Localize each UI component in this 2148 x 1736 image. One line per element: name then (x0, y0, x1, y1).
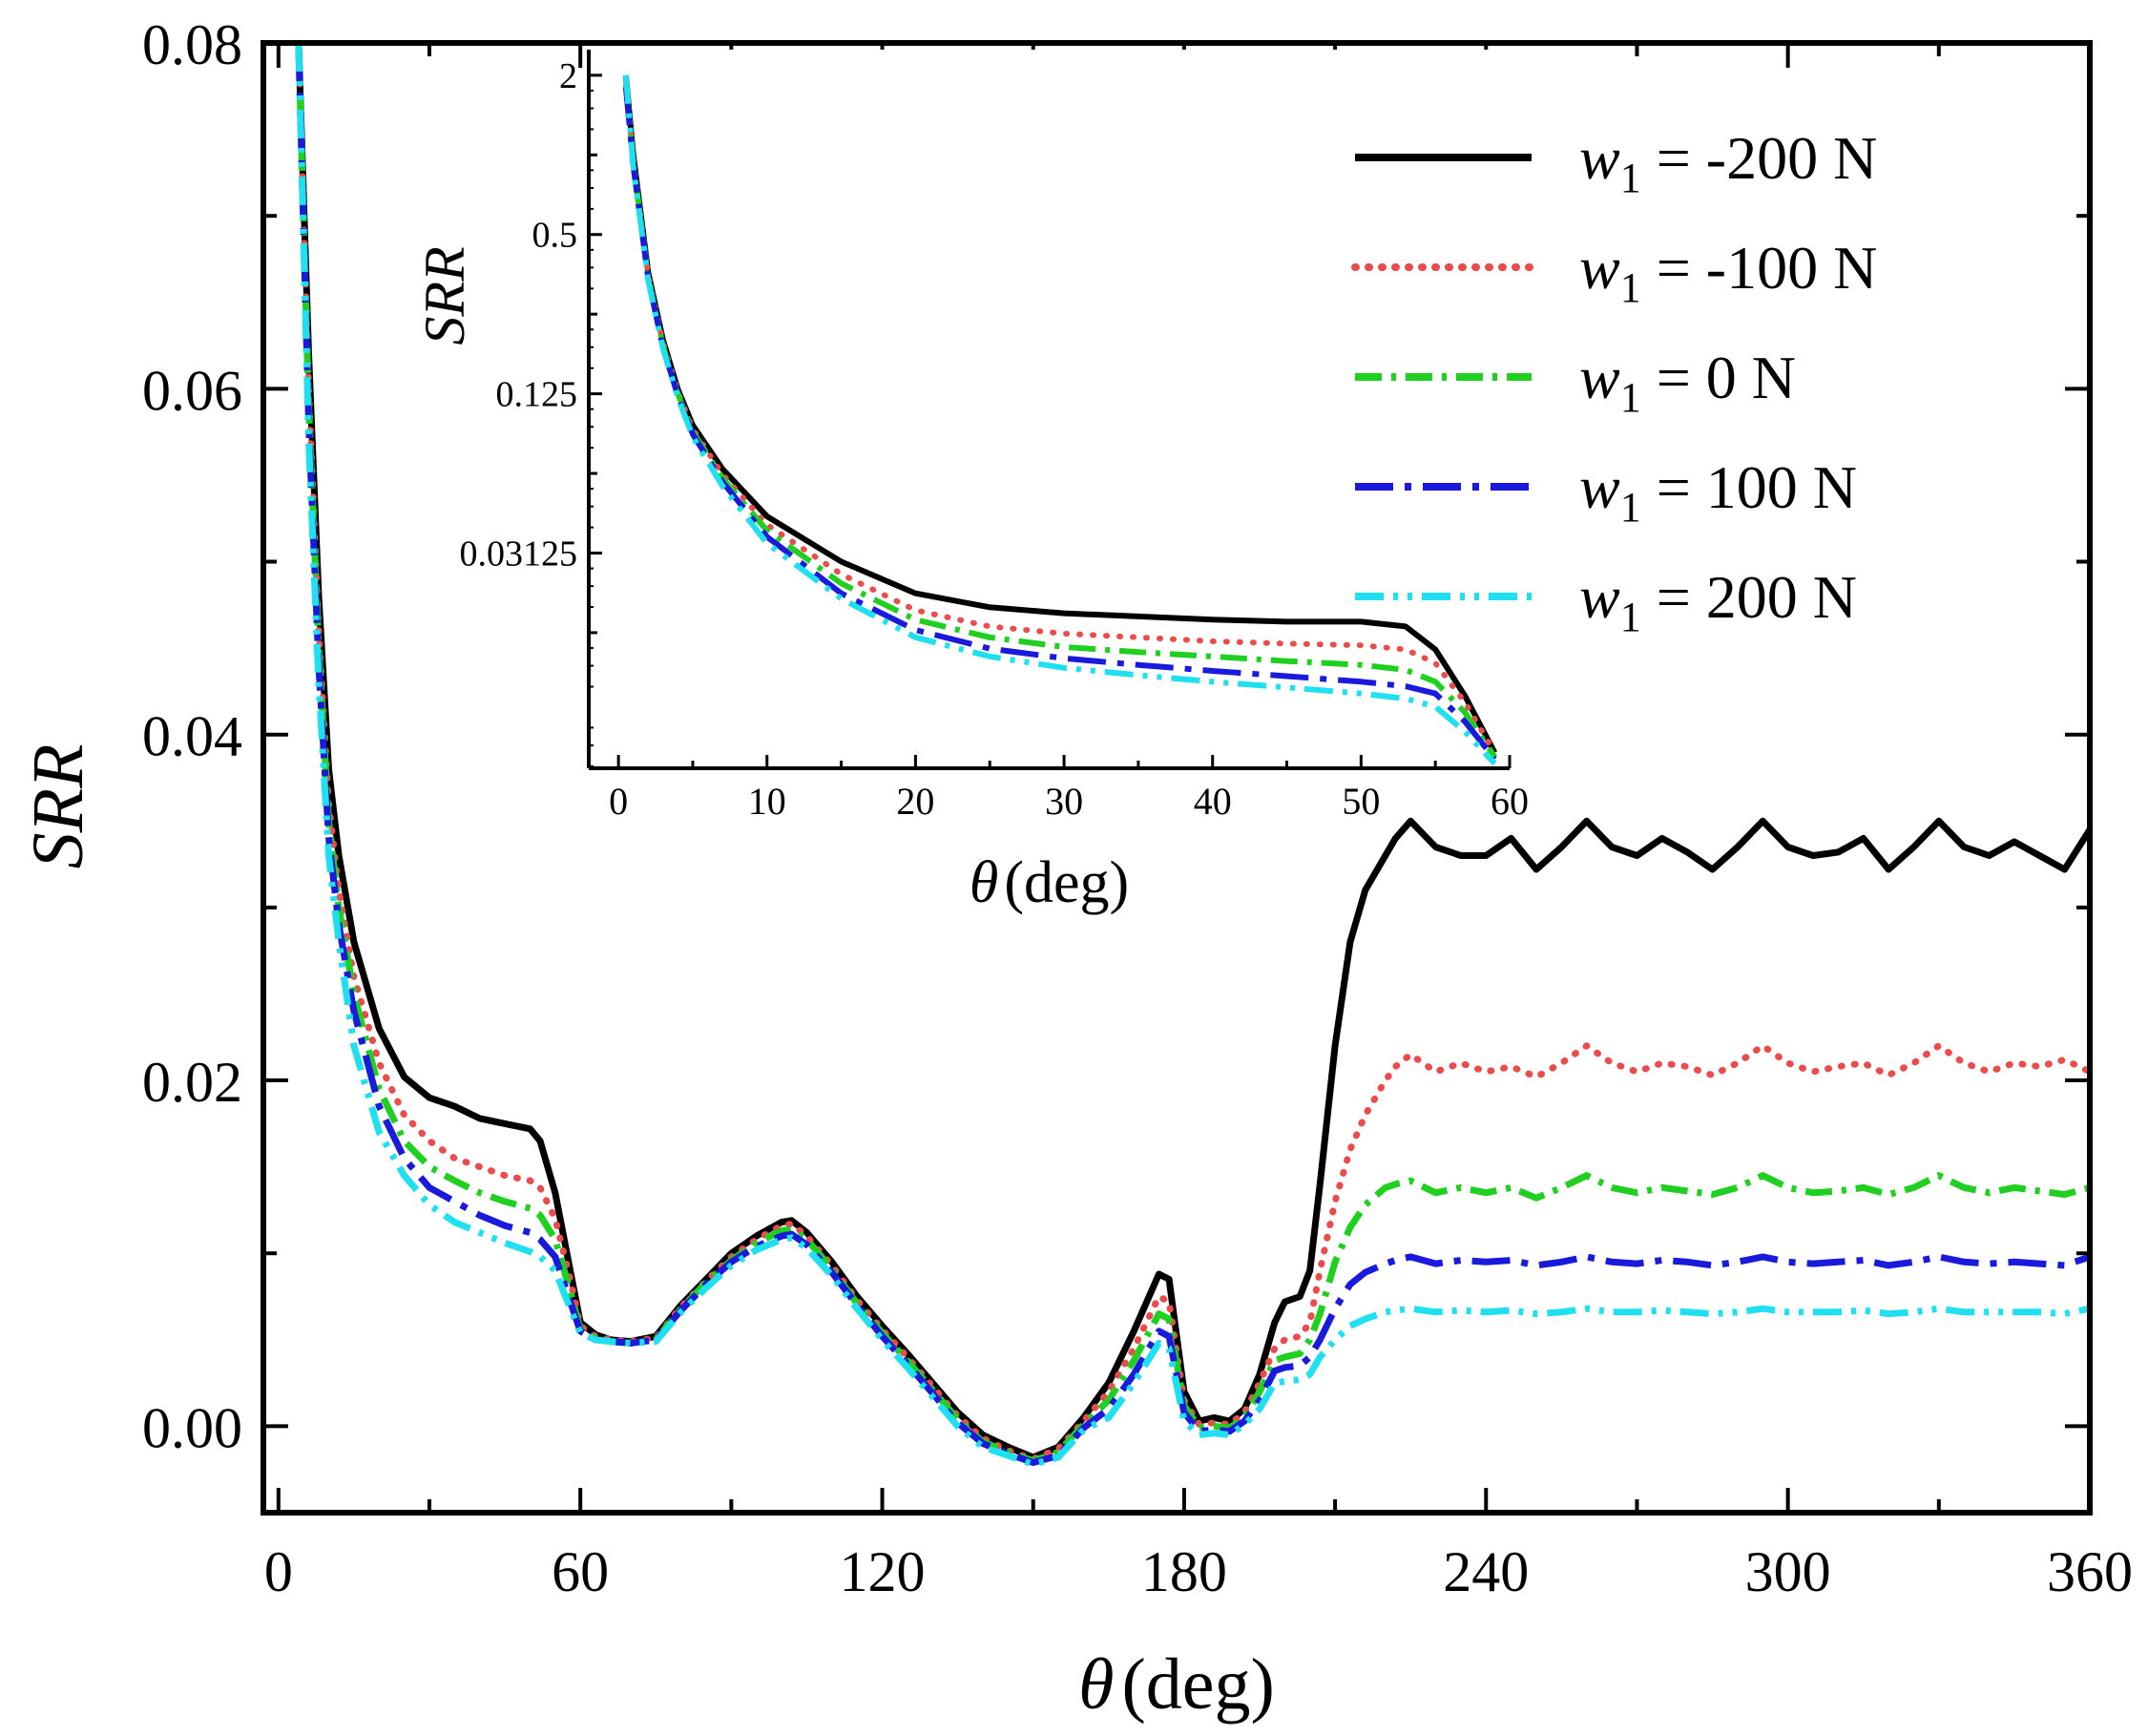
inset-y-tick-label: 0.5 (532, 216, 578, 256)
main-x-tick-label: 360 (2047, 1540, 2133, 1603)
inset-x-tick-label: 50 (1342, 780, 1380, 823)
legend-subscript: 1 (1620, 264, 1641, 311)
main-y-tick-label: 0.02 (142, 1051, 242, 1114)
inset-x-axis-title: θ(deg) (970, 850, 1129, 915)
legend-subscript: 1 (1620, 155, 1641, 201)
legend-equals: = (1641, 234, 1706, 302)
inset-x-tick-label: 0 (609, 780, 628, 823)
main-series-line-4 (295, 43, 2090, 1466)
main-series-line-1 (295, 43, 2090, 1461)
inset-x-tick-label: 60 (1491, 780, 1529, 823)
main-x-tick-label: 120 (840, 1540, 926, 1603)
inset-x-tick-label: 10 (748, 780, 786, 823)
legend: w1 = -200 Nw1 = -100 Nw1 = 0 Nw1 = 100 N… (1351, 124, 1877, 640)
main-y-tick-label: 0.08 (142, 13, 242, 76)
inset-y-tick-label: 2 (559, 56, 577, 96)
legend-subscript: 1 (1620, 374, 1641, 421)
legend-equals: = (1641, 563, 1706, 631)
legend-symbol: w (1579, 453, 1620, 521)
main-x-tick-label: 0 (264, 1540, 293, 1603)
main-series-group (295, 43, 2090, 1468)
legend-value: -200 N (1706, 124, 1878, 192)
legend-symbol: w (1579, 563, 1620, 631)
legend-label-5: w1 = 200 N (1579, 563, 1857, 640)
legend-symbol: w (1579, 234, 1620, 302)
inset-series-line-2 (622, 78, 1498, 756)
inset-x-tick-label: 40 (1194, 780, 1232, 823)
legend-value: -100 N (1706, 234, 1878, 302)
legend-equals: = (1641, 124, 1706, 192)
inset-background (589, 50, 1510, 768)
legend-subscript: 1 (1620, 484, 1641, 531)
legend-subscript: 1 (1620, 594, 1641, 640)
main-y-tick-label: 0.06 (142, 359, 242, 422)
main-plot: 0 60 120 180 240 300 3600.000.020.040.060.08θ(… (18, 13, 2133, 1725)
main-series-line-5 (295, 43, 2090, 1468)
main-x-tick-label: 240 (1443, 1540, 1529, 1603)
legend-label-1: w1 = -200 N (1579, 124, 1877, 201)
inset-x-axis-symbol: θ (970, 850, 998, 915)
legend-equals: = (1641, 344, 1706, 411)
main-plot-frame (261, 40, 2093, 1516)
legend-value: 0 N (1706, 344, 1796, 411)
inset-y-tick-label: 0.125 (496, 375, 578, 415)
legend-label-3: w1 = 0 N (1579, 344, 1796, 421)
main-x-axis-unit: (deg) (1121, 1644, 1274, 1725)
legend-value: 200 N (1706, 563, 1857, 631)
main-y-tick-label: 0.04 (142, 705, 242, 768)
inset-y-tick-label: 0.03125 (460, 533, 578, 574)
main-x-axis-title: θ (deg) (1078, 1644, 1275, 1725)
inset-x-axis-unit: (deg) (1004, 850, 1129, 915)
legend-value: 100 N (1706, 453, 1857, 521)
main-x-axis-symbol: θ (1078, 1644, 1114, 1725)
inset-x-tick-label: 20 (896, 780, 934, 823)
inset-x-tick-label: 30 (1045, 780, 1083, 823)
inset-series-line-5 (622, 74, 1497, 766)
main-x-tick-label: 300 (1745, 1540, 1831, 1603)
legend-symbol: w (1579, 124, 1620, 192)
inset-y-axis-title: SRR (413, 246, 476, 345)
legend-label-4: w1 = 100 N (1579, 453, 1857, 531)
main-x-tick-label: 180 (1141, 1540, 1227, 1603)
main-x-tick-label: 60 (552, 1540, 609, 1603)
legend-equals: = (1641, 453, 1706, 521)
inset-plot: 0 10 20 30 40 50 60 2 0.5 0.125 0.03125 θ(deg) SRR (413, 50, 1529, 915)
main-y-axis-title: SRR (18, 744, 98, 869)
main-y-tick-label: 0.00 (142, 1396, 242, 1459)
legend-symbol: w (1579, 344, 1620, 411)
legend-label-2: w1 = -100 N (1579, 234, 1877, 311)
inset-series-group (622, 74, 1498, 766)
